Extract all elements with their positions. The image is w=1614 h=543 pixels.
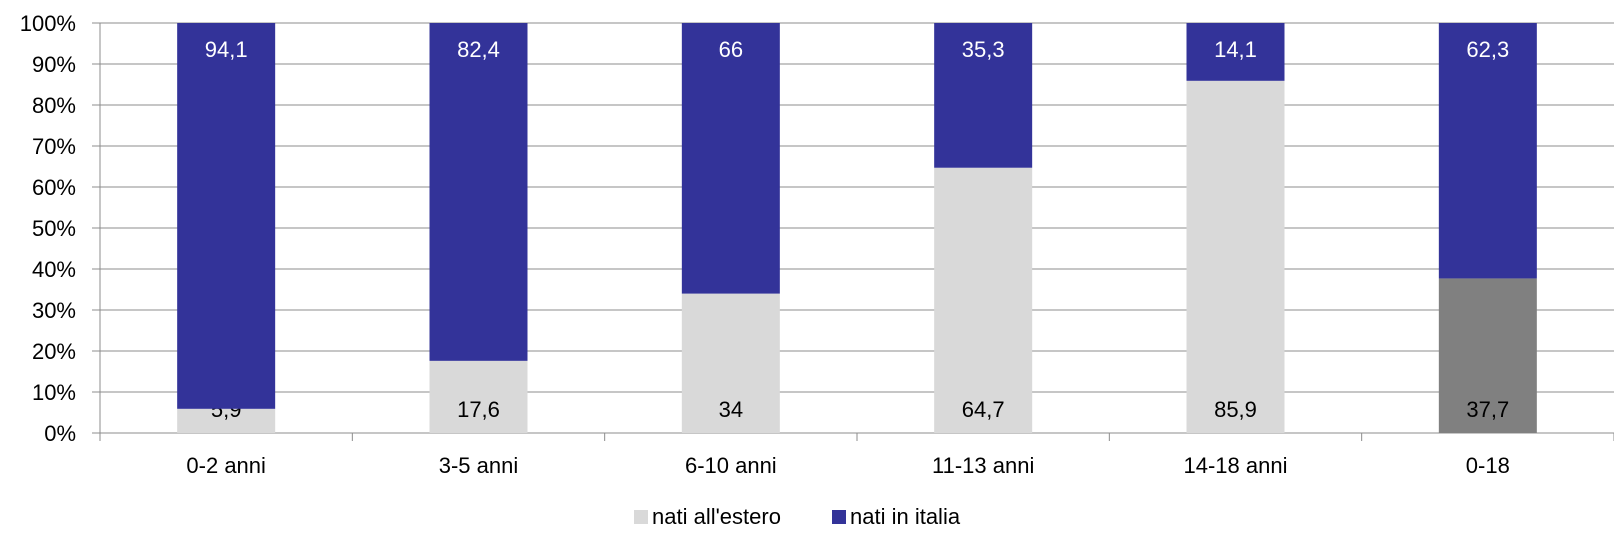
data-label: 62,3 (1466, 37, 1509, 62)
data-label: 64,7 (962, 397, 1005, 422)
data-label: 94,1 (205, 37, 248, 62)
y-tick-label: 90% (32, 52, 76, 77)
y-tick-label: 40% (32, 257, 76, 282)
x-tick-label: 6-10 anni (685, 453, 777, 478)
legend-label: nati in italia (850, 504, 961, 529)
data-label: 85,9 (1214, 397, 1257, 422)
legend-swatch (634, 510, 648, 524)
y-tick-label: 50% (32, 216, 76, 241)
x-tick-label: 0-2 anni (186, 453, 266, 478)
bar-segment (934, 23, 1033, 168)
data-label: 34 (719, 397, 743, 422)
bar-segment (429, 23, 528, 361)
legend-label: nati all'estero (652, 504, 781, 529)
data-label: 14,1 (1214, 37, 1257, 62)
x-tick-label: 11-13 anni (932, 453, 1034, 478)
bar-segment (177, 408, 276, 433)
y-tick-label: 100% (20, 11, 76, 36)
y-tick-label: 70% (32, 134, 76, 159)
y-tick-label: 30% (32, 298, 76, 323)
data-label: 35,3 (962, 37, 1005, 62)
data-label: 82,4 (457, 37, 500, 62)
y-tick-label: 20% (32, 339, 76, 364)
x-tick-label: 3-5 anni (439, 453, 519, 478)
bar-segment (681, 23, 780, 294)
y-tick-label: 60% (32, 175, 76, 200)
legend-swatch (832, 510, 846, 524)
data-label: 66 (719, 37, 743, 62)
bar-segment (1186, 80, 1285, 433)
x-tick-label: 0-18 (1466, 453, 1510, 478)
y-tick-label: 80% (32, 93, 76, 118)
bar-segment (1438, 278, 1537, 433)
y-tick-label: 0% (44, 421, 76, 446)
bar-segment (681, 293, 780, 433)
y-tick-label: 10% (32, 380, 76, 405)
bar-segment (177, 23, 276, 409)
data-label: 37,7 (1466, 397, 1509, 422)
data-label: 17,6 (457, 397, 500, 422)
bar-segment (1438, 23, 1537, 279)
bar-segment (1186, 23, 1285, 81)
x-tick-label: 14-18 anni (1184, 453, 1288, 478)
bar-segment (934, 167, 1033, 434)
bar-segment (429, 360, 528, 433)
